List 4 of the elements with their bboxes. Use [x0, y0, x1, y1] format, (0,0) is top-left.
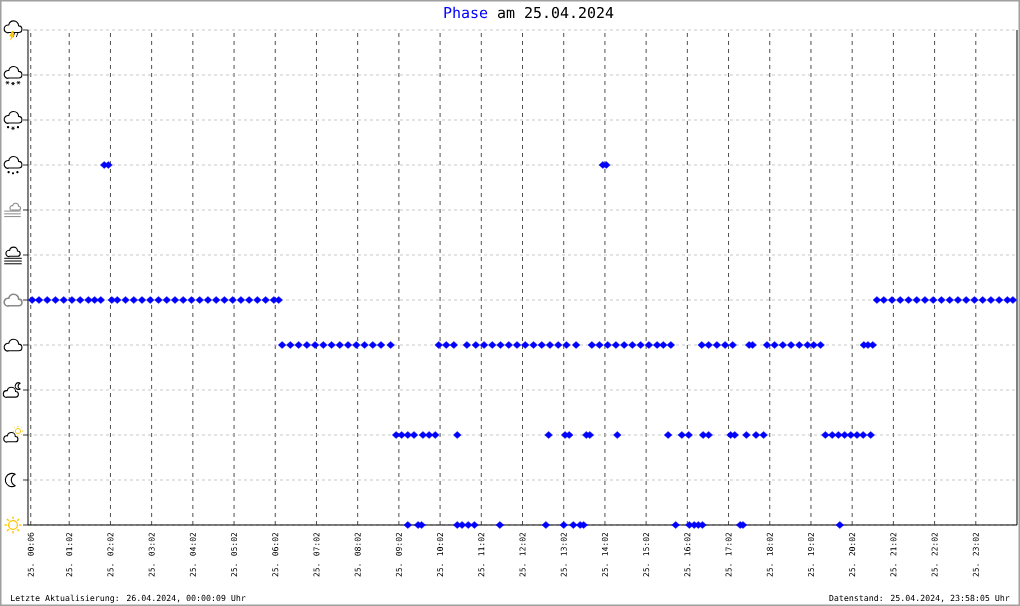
text: Phase: [444, 6, 488, 19]
chart-title: am 25.04.2024: [497, 6, 614, 19]
text: Letzte Aktualisierung: 26.04.2024, 00:00:09 Uhr: [11, 594, 246, 603]
text: Datenstand: 25.04.2024, 23:58:05 Uhr: [829, 594, 1010, 603]
